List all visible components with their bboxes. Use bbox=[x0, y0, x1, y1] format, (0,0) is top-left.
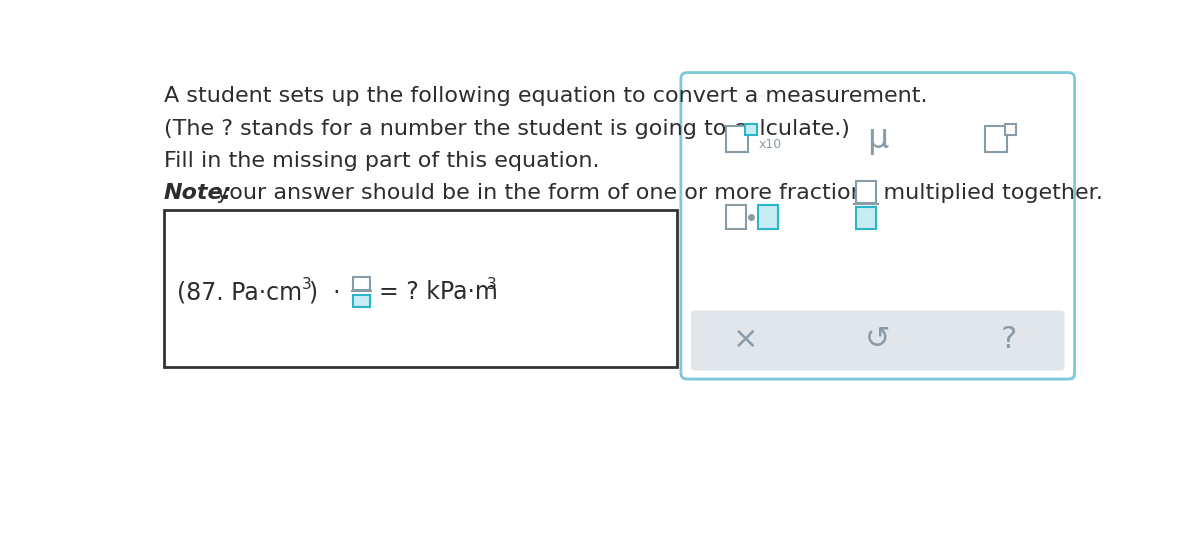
FancyBboxPatch shape bbox=[353, 295, 370, 307]
FancyBboxPatch shape bbox=[685, 77, 1076, 381]
Text: (87. Pa·cm: (87. Pa·cm bbox=[178, 280, 302, 304]
FancyBboxPatch shape bbox=[985, 126, 1007, 152]
Text: x10: x10 bbox=[758, 138, 781, 151]
Text: 3: 3 bbox=[302, 277, 312, 292]
Text: A student sets up the following equation to convert a measurement.: A student sets up the following equation… bbox=[164, 86, 928, 107]
Text: Fill in the missing part of this equation.: Fill in the missing part of this equatio… bbox=[164, 151, 600, 171]
Text: ×: × bbox=[732, 325, 758, 354]
Text: ?: ? bbox=[1001, 325, 1016, 354]
FancyBboxPatch shape bbox=[164, 210, 677, 368]
Text: your answer should be in the form of one or more fractions multiplied together.: your answer should be in the form of one… bbox=[209, 183, 1103, 203]
FancyBboxPatch shape bbox=[691, 311, 1064, 370]
Text: Note:: Note: bbox=[164, 183, 233, 203]
Text: (The ? stands for a number the student is going to calculate.): (The ? stands for a number the student i… bbox=[164, 119, 850, 139]
Text: μ: μ bbox=[868, 123, 888, 155]
FancyBboxPatch shape bbox=[745, 124, 757, 135]
Text: 3: 3 bbox=[487, 277, 497, 292]
FancyBboxPatch shape bbox=[726, 205, 746, 229]
FancyBboxPatch shape bbox=[353, 277, 370, 290]
FancyBboxPatch shape bbox=[856, 181, 876, 203]
FancyBboxPatch shape bbox=[726, 126, 748, 152]
FancyBboxPatch shape bbox=[1004, 124, 1016, 135]
FancyBboxPatch shape bbox=[757, 205, 778, 229]
Text: )  ·: ) · bbox=[308, 280, 341, 304]
FancyBboxPatch shape bbox=[680, 73, 1074, 379]
FancyBboxPatch shape bbox=[856, 207, 876, 229]
Text: ↺: ↺ bbox=[865, 325, 890, 354]
Text: = ? kPa·m: = ? kPa·m bbox=[379, 280, 498, 304]
